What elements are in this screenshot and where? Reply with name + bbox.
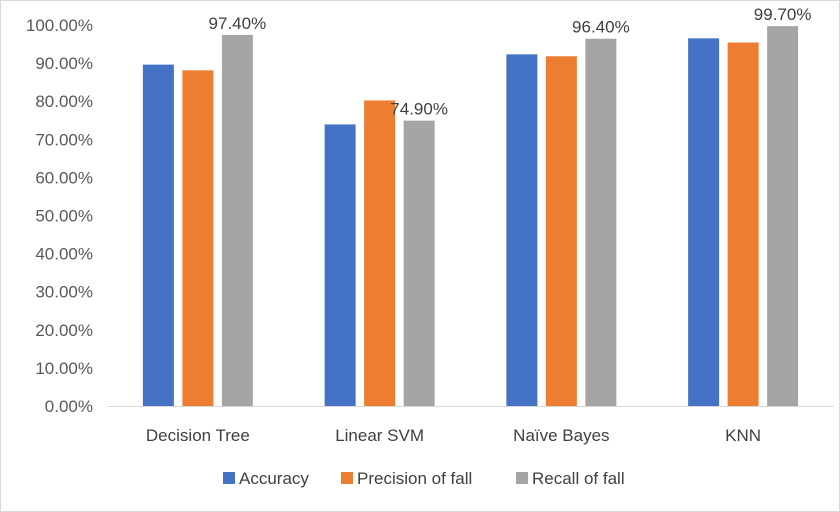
y-tick-label: 30.00% xyxy=(35,283,93,302)
y-tick-label: 0.00% xyxy=(45,397,93,416)
bar xyxy=(221,34,253,406)
data-labels: 97.40% 74.90% 96.40% 99.70% xyxy=(209,5,812,118)
bars xyxy=(142,26,799,407)
legend-swatch xyxy=(341,472,353,484)
y-tick-label: 40.00% xyxy=(35,245,93,264)
bar xyxy=(364,100,396,407)
bar xyxy=(545,56,577,406)
data-label: 74.90% xyxy=(390,100,448,119)
legend-label: Recall of fall xyxy=(532,469,625,488)
x-tick-label: Naïve Bayes xyxy=(513,426,609,445)
bar xyxy=(767,26,799,406)
x-tick-label: Decision Tree xyxy=(146,426,250,445)
y-tick-label: 100.00% xyxy=(26,16,93,35)
x-tick-label: Linear SVM xyxy=(335,426,424,445)
bar xyxy=(324,124,356,406)
bar xyxy=(403,120,435,407)
y-tick-label: 50.00% xyxy=(35,207,93,226)
y-tick-label: 60.00% xyxy=(35,168,93,187)
x-axis: Decision Tree Linear SVM Naïve Bayes KNN xyxy=(107,406,834,445)
data-label: 99.70% xyxy=(754,5,812,24)
data-label: 96.40% xyxy=(572,18,630,37)
legend-swatch xyxy=(223,472,235,484)
bar xyxy=(727,42,759,406)
bar xyxy=(688,38,720,407)
legend-label: Accuracy xyxy=(239,469,309,488)
y-tick-label: 80.00% xyxy=(35,92,93,111)
x-tick-label: KNN xyxy=(725,426,761,445)
data-label: 97.40% xyxy=(209,14,267,33)
bar xyxy=(506,54,538,406)
bar xyxy=(585,38,617,406)
y-tick-label: 20.00% xyxy=(35,321,93,340)
y-tick-label: 10.00% xyxy=(35,359,93,378)
bar xyxy=(142,64,174,407)
legend-swatch xyxy=(516,472,528,484)
bar xyxy=(182,70,214,407)
legend: Accuracy Precision of fall Recall of fall xyxy=(223,469,625,488)
y-axis: 0.00% 10.00% 20.00% 30.00% 40.00% 50.00% 60.00… xyxy=(26,16,93,416)
legend-label: Precision of fall xyxy=(357,469,472,488)
y-tick-label: 90.00% xyxy=(35,54,93,73)
y-tick-label: 70.00% xyxy=(35,130,93,149)
